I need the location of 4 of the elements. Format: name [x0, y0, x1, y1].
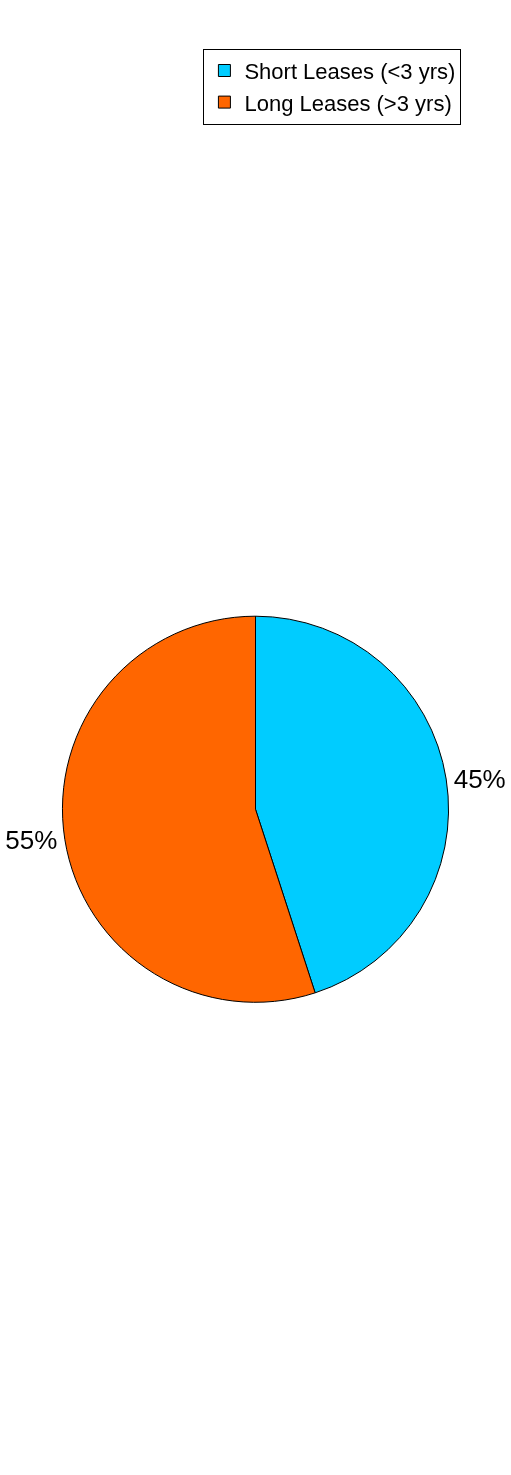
data-label: 55% [5, 824, 58, 855]
legend-label: Short Leases (<3 yrs) [244, 59, 456, 85]
data-label: 45% [453, 763, 506, 794]
legend-label: Long Leases (>3 yrs) [244, 90, 452, 116]
